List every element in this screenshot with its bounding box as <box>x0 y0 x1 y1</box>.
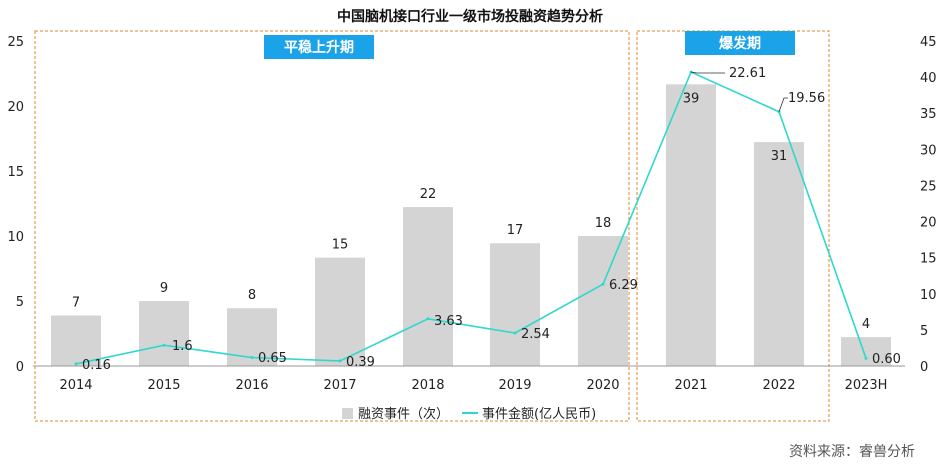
right-tick-25: 25 <box>920 179 937 194</box>
line-label-2020: 6.29 <box>609 278 638 293</box>
right-tick-0: 0 <box>920 360 928 375</box>
left-axis-ticks: 0 5 10 15 20 25 <box>7 35 24 375</box>
bar-2019 <box>490 243 540 366</box>
line-point-2016 <box>250 356 254 360</box>
phase1-box <box>34 30 630 422</box>
bar-label-2019: 17 <box>507 223 524 238</box>
bar-label-2020: 18 <box>595 216 612 231</box>
phase2-badge: 爆发期 <box>685 31 795 55</box>
line-label-2019: 2.54 <box>521 327 550 342</box>
x-tick-2022: 2022 <box>762 378 795 393</box>
phase2-badge-bg <box>685 31 795 55</box>
x-tick-2023H: 2023H <box>845 378 888 393</box>
bar-label-2015: 9 <box>160 281 168 296</box>
line-series <box>74 70 868 366</box>
left-tick-0: 0 <box>16 360 24 375</box>
legend: 融资事件（次） 事件金额(亿人民币) <box>342 406 596 422</box>
line-point-2017 <box>338 359 342 363</box>
x-tick-2017: 2017 <box>323 378 356 393</box>
x-tick-2015: 2015 <box>147 378 180 393</box>
bar-label-2022: 31 <box>771 149 788 164</box>
x-tick-2018: 2018 <box>411 378 444 393</box>
bar-label-2021: 39 <box>683 91 700 106</box>
x-tick-2020: 2020 <box>586 378 619 393</box>
bar-label-2016: 8 <box>248 288 256 303</box>
bar-2015 <box>139 301 189 366</box>
left-tick-15: 15 <box>7 165 24 180</box>
line-point-2014 <box>74 362 78 366</box>
amount-line <box>75 71 867 365</box>
leader-2021 <box>690 71 725 74</box>
x-tick-labels: 2014 2015 2016 2017 2018 2019 2020 2021 2022 2023… <box>59 378 887 393</box>
bar-2017 <box>315 257 365 366</box>
line-point-2019 <box>513 331 517 335</box>
bar-2023H <box>841 337 891 366</box>
bar-label-2017: 15 <box>332 238 349 253</box>
x-tick-2021: 2021 <box>674 378 707 393</box>
legend-bar-swatch <box>342 408 353 419</box>
right-tick-35: 35 <box>920 107 937 122</box>
left-tick-10: 10 <box>7 230 24 245</box>
bar-2022 <box>754 142 804 366</box>
right-tick-20: 20 <box>920 216 937 231</box>
phase1-badge-bg <box>264 35 374 59</box>
line-point-2023H <box>864 356 868 360</box>
bar-label-2014: 7 <box>72 295 80 310</box>
legend-line-label: 事件金额(亿人民币) <box>482 406 596 422</box>
line-label-2016: 0.65 <box>258 351 287 366</box>
line-label-2017: 0.39 <box>346 355 375 370</box>
phase1-label: 平稳上升期 <box>284 39 354 56</box>
line-point-2018 <box>426 317 430 321</box>
phase2-label: 爆发期 <box>719 35 761 52</box>
right-tick-40: 40 <box>920 71 937 86</box>
right-tick-30: 30 <box>920 143 937 158</box>
line-label-2015: 1.6 <box>172 339 193 354</box>
bar-2014 <box>51 315 101 366</box>
bar-label-2018: 22 <box>420 187 437 202</box>
bar-labels: 7 9 8 15 22 17 18 39 31 4 <box>72 91 870 332</box>
line-point-2020 <box>601 282 605 286</box>
x-tick-2016: 2016 <box>235 378 268 393</box>
x-tick-2019: 2019 <box>498 378 531 393</box>
left-tick-25: 25 <box>7 35 24 50</box>
left-tick-20: 20 <box>7 100 24 115</box>
line-label-2023H: 0.60 <box>872 352 901 367</box>
line-label-2022: 19.56 <box>788 91 825 106</box>
source-note: 资料来源：睿兽分析 <box>789 444 915 460</box>
right-axis-ticks: 0 5 10 15 20 25 30 35 40 45 <box>920 35 937 375</box>
bar-2018 <box>403 207 453 366</box>
line-labels: 0.16 1.6 0.65 0.39 3.63 2.54 6.29 22.61 19.56 0.6… <box>82 66 901 373</box>
bar-2021 <box>666 84 716 366</box>
bar-label-2023H: 4 <box>862 317 870 332</box>
right-tick-5: 5 <box>920 324 928 339</box>
left-tick-5: 5 <box>16 295 24 310</box>
line-label-2014: 0.16 <box>82 358 111 373</box>
line-label-2018: 3.63 <box>434 314 463 329</box>
line-label-2021: 22.61 <box>729 66 766 81</box>
bar-2020 <box>578 236 628 366</box>
leader-2022 <box>778 97 788 112</box>
line-point-2015 <box>162 343 166 347</box>
chart-title: 中国脑机接口行业一级市场投融资趋势分析 <box>337 8 603 25</box>
right-tick-45: 45 <box>920 35 937 50</box>
legend-bar-label: 融资事件（次） <box>358 406 449 422</box>
right-tick-10: 10 <box>920 288 937 303</box>
x-tick-2014: 2014 <box>59 378 92 393</box>
bar-series <box>51 84 891 366</box>
phase1-badge: 平稳上升期 <box>264 35 374 59</box>
right-tick-15: 15 <box>920 252 937 267</box>
